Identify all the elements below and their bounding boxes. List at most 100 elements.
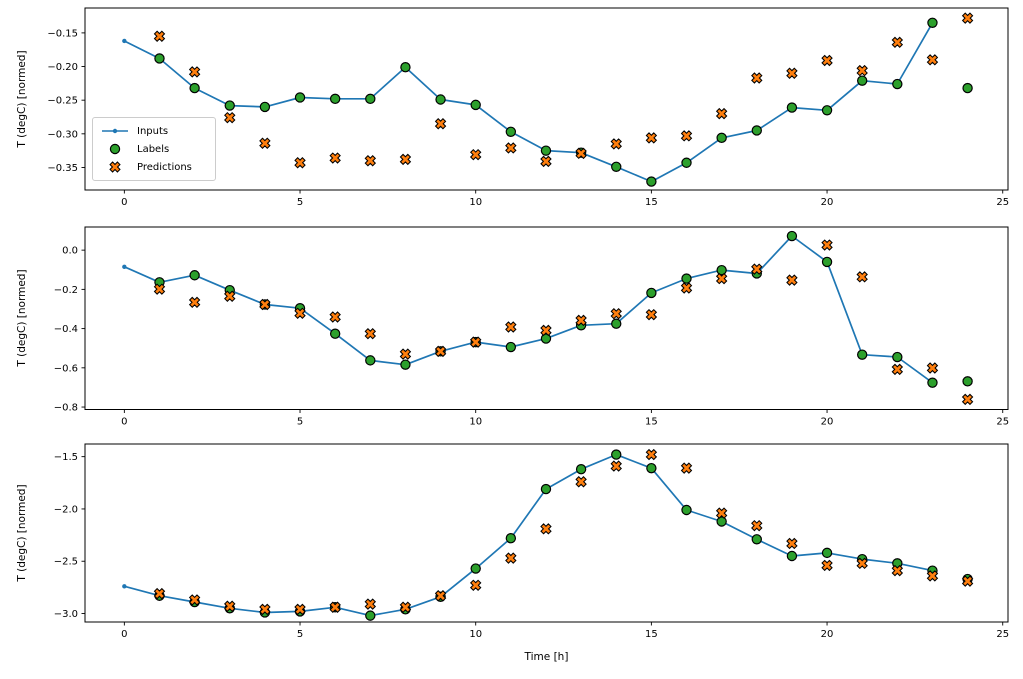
y-tick-label: −1.5 [54,452,78,463]
prediction-point [540,155,552,168]
subplot-1: 0 5 10 15 20 25 −0.15 −0.20 −0.25 −0.30 −0.35 [47,7,1009,208]
prediction-point [926,570,939,582]
label-point [540,145,552,156]
prediction-point [329,311,341,323]
inputs-markers [122,452,935,618]
prediction-point [469,579,482,592]
y-tick-label: −0.4 [54,324,78,335]
prediction-point [540,523,552,535]
prediction-point [434,117,447,130]
prediction-point [259,603,271,616]
label-point [927,377,938,388]
predictions-markers [153,12,974,169]
legend-circle [109,143,121,155]
x-tick-label: 0 [121,197,127,208]
x-axis-label: Time [h] [524,651,569,663]
y-axis-ticks: 0.0 −0.2 −0.4 −0.6 −0.8 [54,246,85,414]
legend-label-inputs: Inputs [137,125,169,137]
label-point [681,273,692,284]
label-point [365,610,376,621]
x-tick-label: 10 [469,197,482,208]
label-point [751,534,762,545]
label-point [786,102,798,113]
label-point [927,17,938,29]
label-point [962,376,973,387]
label-point [821,547,833,559]
label-point [505,533,517,544]
prediction-point [751,263,763,275]
prediction-point [926,54,939,66]
prediction-point [575,314,587,327]
prediction-point [434,590,447,602]
x-tick-label: 15 [645,629,658,640]
y-tick-label: −0.15 [47,28,78,39]
label-point [400,359,411,370]
legend-label-predictions: Predictions [137,161,192,173]
prediction-point [715,272,728,285]
prediction-point [399,153,412,166]
prediction-point [645,308,658,321]
legend-x [109,161,121,173]
label-point [646,462,657,474]
prediction-point [188,66,201,78]
label-point [821,105,833,116]
label-point [294,92,306,103]
prediction-point [329,601,341,613]
prediction-point [961,393,974,406]
prediction-point [294,307,306,320]
prediction-point [786,274,798,286]
label-point [540,483,552,495]
label-point [681,157,692,168]
y-axis-ticks: −1.5 −2.0 −2.5 −3.0 [54,452,85,620]
prediction-point [399,601,412,613]
prediction-point [680,130,693,142]
label-point [329,328,341,339]
label-point [611,449,622,460]
x-tick-label: 5 [297,197,303,208]
prediction-point [645,132,658,144]
y-axis-label-bottom: T (degC) [normed] [16,484,28,582]
label-point [892,351,903,363]
legend-label-labels: Labels [137,143,170,155]
prediction-point [540,324,552,337]
label-point [329,93,341,105]
axes-frame [84,7,1009,191]
x-axis-ticks: 0 5 10 15 20 25 [121,622,1009,640]
prediction-point [469,336,482,348]
x-tick-label: 20 [821,197,834,208]
legend-item-inputs: Inputs [93,122,213,140]
label-point [259,101,271,113]
prediction-point [259,137,271,149]
label-point [716,516,727,527]
label-point [856,349,868,360]
prediction-point [399,348,412,360]
x-tick-label: 20 [821,416,834,427]
prediction-point [715,107,728,120]
legend: Inputs Labels Predictions [92,117,216,181]
label-point [716,132,727,144]
prediction-point [364,598,377,610]
label-point [470,99,481,111]
y-tick-label: −0.35 [47,163,78,174]
prediction-point [294,603,306,616]
label-point [154,53,165,64]
prediction-point [961,12,974,24]
prediction-point [680,282,693,294]
label-point [786,230,798,242]
y-axis-ticks: −0.15 −0.20 −0.25 −0.30 −0.35 [47,28,85,174]
prediction-point [856,557,868,570]
x-axis-ticks: 0 5 10 15 20 25 [121,409,1009,427]
x-tick-label: 0 [121,416,127,427]
label-point [821,256,833,268]
label-point [716,264,727,276]
predictions-markers [153,448,974,616]
prediction-point [856,64,868,77]
labels-markers [154,449,973,621]
prediction-point [680,462,693,474]
y-tick-label: −0.25 [47,96,78,107]
label-point [575,464,587,475]
label-point [365,355,376,366]
prediction-point [188,594,201,606]
inputs-line [124,235,934,384]
